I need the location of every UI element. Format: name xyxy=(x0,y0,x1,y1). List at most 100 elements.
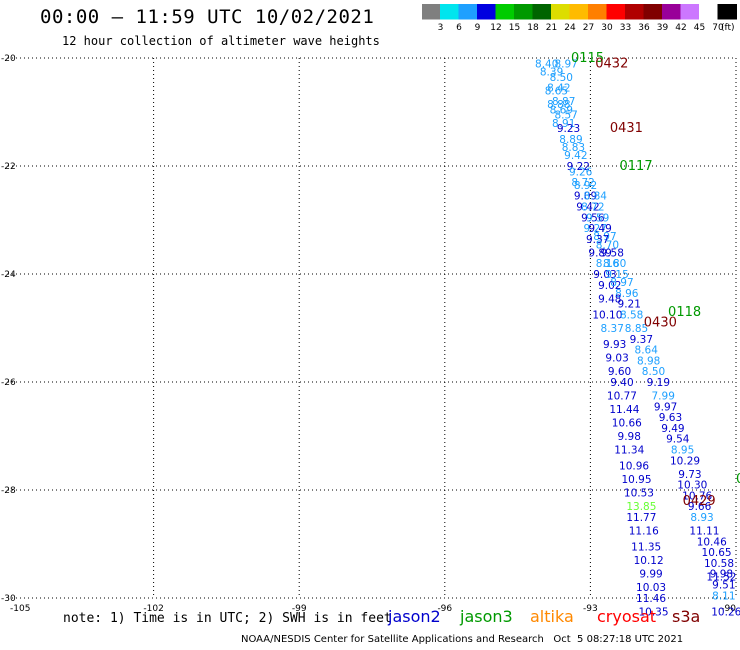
swh-value-label: 8.72 xyxy=(581,202,604,214)
scale-tick-label: 21 xyxy=(546,23,557,33)
swh-value-label: 8.87 xyxy=(552,96,575,108)
x-tick-label: -90 xyxy=(721,604,736,614)
swh-value-label: 9.27 xyxy=(584,223,607,235)
scale-tick-label: 15 xyxy=(509,23,520,33)
swh-value-label: 9.98 xyxy=(710,569,733,581)
swh-value-label: 9.60 xyxy=(608,366,631,378)
swh-value-label: 7.99 xyxy=(652,391,675,403)
pass-time-label: 0430 xyxy=(644,316,677,331)
y-tick-label: -30 xyxy=(1,594,16,604)
swh-value-label: 9.58 xyxy=(601,247,624,259)
swh-value-label: 8.89 xyxy=(559,134,582,146)
swh-value-label: 8.72 xyxy=(571,177,594,189)
swh-value-label: 9.22 xyxy=(567,161,590,173)
swh-value-label: 8.42 xyxy=(547,83,570,95)
scale-unit-label: (ft) xyxy=(721,23,735,33)
swh-value-label: 9.56 xyxy=(581,212,605,224)
swh-value-label: 8.57 xyxy=(554,110,577,122)
swh-value-label: 8.83 xyxy=(562,142,585,154)
scale-swatch xyxy=(717,4,737,20)
swh-value-label: 8.85 xyxy=(625,323,648,335)
legend-cryosat: cryosat xyxy=(597,607,657,626)
pass-time-label: 0117 xyxy=(620,159,653,174)
swh-value-label: 9.63 xyxy=(659,412,682,424)
x-tick-label: -99 xyxy=(292,604,307,614)
pass-time-label: 0431 xyxy=(610,121,643,136)
y-tick-label: -20 xyxy=(1,54,16,64)
swh-value-label: 8.70 xyxy=(596,239,619,251)
y-tick-label: -26 xyxy=(1,378,16,388)
swh-value-label: 10.76 xyxy=(682,490,712,502)
swh-value-label: 9.26 xyxy=(569,166,593,178)
scale-tick-label: 9 xyxy=(475,23,481,33)
page-title: 00:00 – 11:59 UTC 10/02/2021 xyxy=(40,6,375,28)
swh-value-label: 9.03 xyxy=(605,353,628,365)
swh-value-label: 8.69 xyxy=(550,104,573,116)
swh-value-label: 8.97 xyxy=(593,231,616,243)
scale-tick-label: 3 xyxy=(438,23,444,33)
color-scale-legend: 3 6 9 12 15 18 21 24 27 30 33 36 39 42 45 70(ft) xyxy=(422,4,737,33)
swh-value-label: 9.42 xyxy=(564,150,587,162)
swh-value-label: 11.16 xyxy=(629,526,659,538)
swh-value-label: 8.16 xyxy=(596,258,620,270)
swh-value-label: 10.65 xyxy=(702,547,732,559)
swh-value-label: 8.97 xyxy=(554,58,577,70)
y-tick-label: -22 xyxy=(1,162,16,172)
swh-value-label: 8.91 xyxy=(552,118,575,130)
y-tick-label: -24 xyxy=(1,270,16,280)
swh-value-label: 9.37 xyxy=(630,334,653,346)
pass-time-label: 0118 xyxy=(668,305,701,320)
scale-tick-label: 39 xyxy=(657,23,669,33)
swh-value-label: 9.49 xyxy=(661,423,684,435)
scale-tick-label: 27 xyxy=(583,23,594,33)
swh-value-label: 10.03 xyxy=(636,582,666,594)
swh-value-label: 8.93 xyxy=(690,512,713,524)
swh-value-label: 9.03 xyxy=(593,269,616,281)
swh-value-label: 9.93 xyxy=(603,339,626,351)
scale-tick-label: 6 xyxy=(456,23,462,33)
scale-tick-label: 36 xyxy=(638,23,650,33)
swh-value-label: 9.66 xyxy=(688,501,712,513)
swh-value-label: 8.37 xyxy=(601,323,624,335)
x-tick-label: -93 xyxy=(583,604,598,614)
swh-value-label: 11.35 xyxy=(631,542,661,554)
swh-value-label: 13.85 xyxy=(626,501,656,513)
swh-value-label: 10.46 xyxy=(697,536,727,548)
scale-tick-label: 18 xyxy=(527,23,539,33)
swh-value-label: 9.98 xyxy=(618,431,641,443)
swh-value-label: 10.12 xyxy=(634,555,664,567)
scale-tick-label: 70 xyxy=(712,23,724,33)
swh-value-label: 9.73 xyxy=(678,469,701,481)
swh-value-label: 10.53 xyxy=(624,488,654,500)
swh-value-label: 9.97 xyxy=(654,401,677,413)
swh-value-label: 9.49 xyxy=(588,223,611,235)
pass-time-label: 0429 xyxy=(683,494,716,509)
swh-value-label: 10.29 xyxy=(670,455,700,467)
swh-value-label: 9.99 xyxy=(639,569,662,581)
footer-note: note: 1) Time is in UTC; 2) SWH is in fe… xyxy=(63,611,392,626)
swh-value-label: 10.26 xyxy=(711,607,740,619)
swh-value-label: 9.40 xyxy=(610,377,633,389)
swh-value-label: 11.77 xyxy=(626,512,656,524)
swh-value-label: 8.11 xyxy=(712,590,735,602)
swh-value-label: 10.77 xyxy=(607,391,637,403)
swh-value-label: 8.40 xyxy=(535,58,558,70)
swh-value-label: 9.48 xyxy=(598,293,621,305)
scale-tick-label: 30 xyxy=(601,23,613,33)
swh-value-label: 10.66 xyxy=(612,418,642,430)
swh-value-label: 11.11 xyxy=(689,526,719,538)
legend-altika: altika xyxy=(530,607,574,626)
x-tick-label: -105 xyxy=(10,604,30,614)
swh-value-label: 8.65 xyxy=(545,85,568,97)
swh-value-label: 9.02 xyxy=(598,280,621,292)
swh-value-label: 10.35 xyxy=(638,607,668,619)
y-tick-label: -28 xyxy=(1,486,16,496)
swh-value-label: 9.21 xyxy=(618,299,641,311)
swh-value-label: 11.52 xyxy=(706,571,736,583)
swh-value-label: 9.19 xyxy=(647,377,670,389)
page-subtitle: 12 hour collection of altimeter wave hei… xyxy=(62,34,380,48)
scale-tick-label: 33 xyxy=(620,23,631,33)
swh-value-label: 11.34 xyxy=(614,445,644,457)
swh-value-label: 8.96 xyxy=(615,288,639,300)
swh-value-label: 9.09 xyxy=(574,191,597,203)
